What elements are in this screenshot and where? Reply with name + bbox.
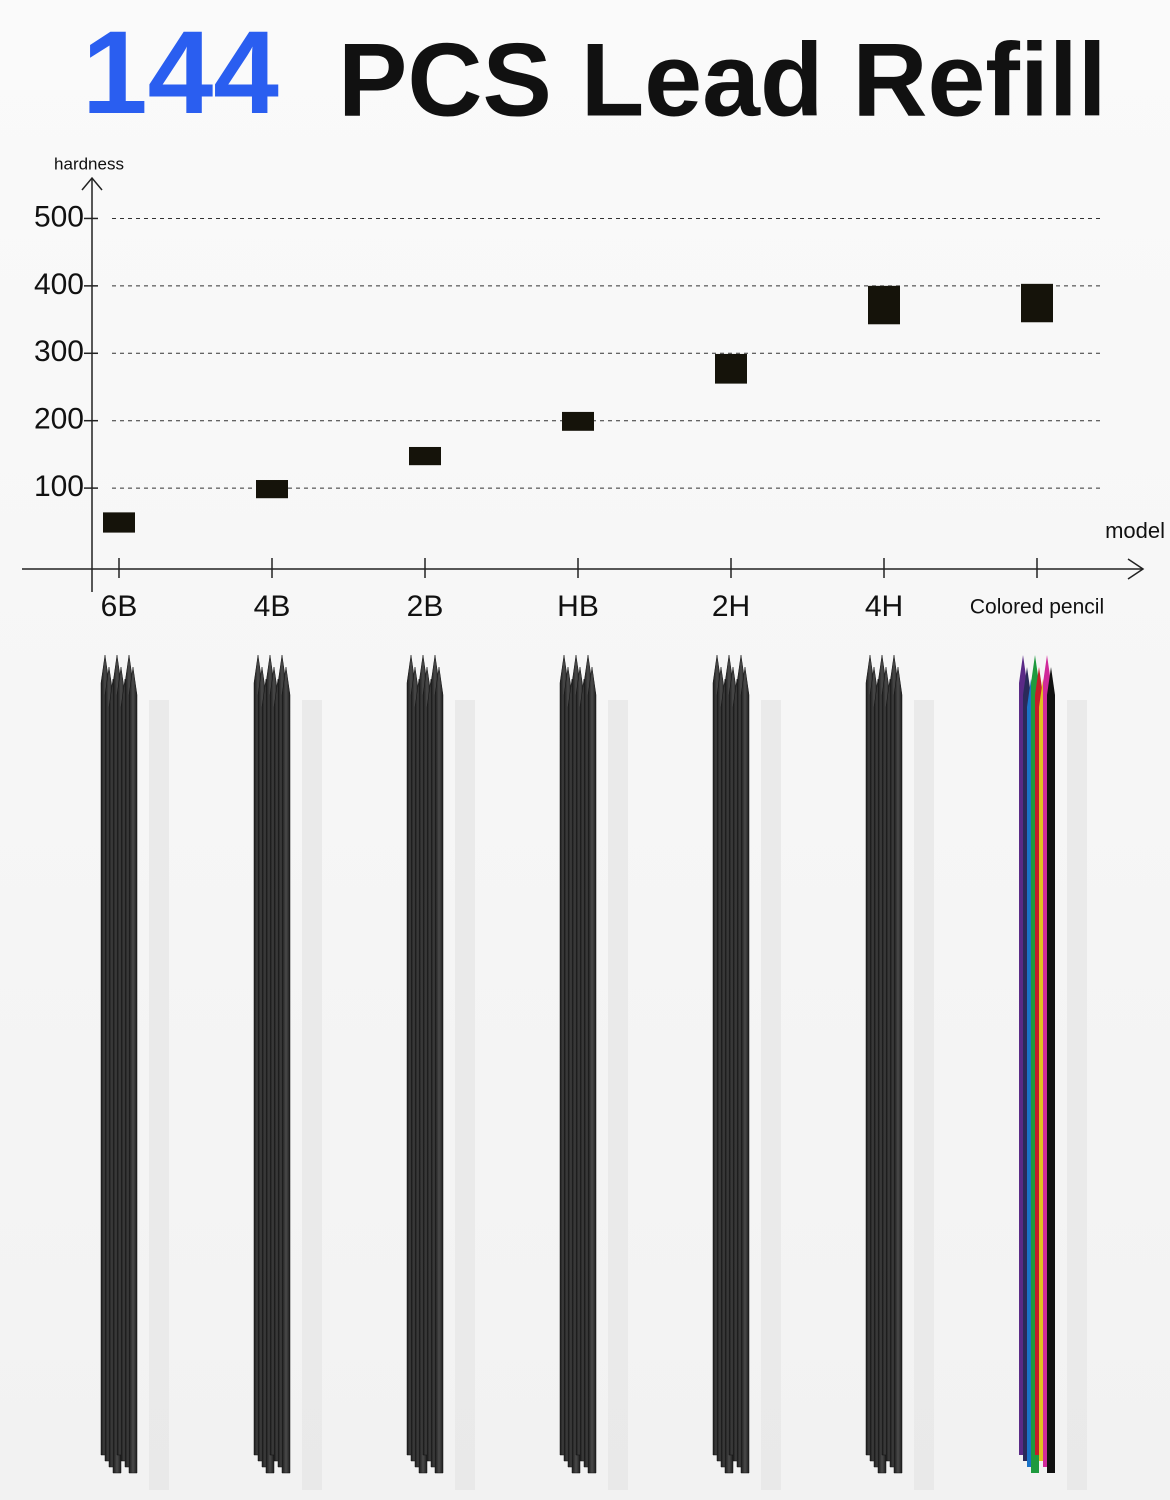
y-tick-label: 100 xyxy=(34,470,84,503)
range-box xyxy=(103,512,135,533)
bundle-shadow xyxy=(914,700,934,1490)
y-tick-label: 200 xyxy=(34,403,84,436)
axes xyxy=(22,176,1145,592)
lead-bundle xyxy=(100,654,169,1490)
bundle-shadow xyxy=(302,700,322,1490)
y-axis-arrow xyxy=(81,176,103,191)
lead-stick xyxy=(1047,667,1055,1473)
title-number: 144 xyxy=(82,7,279,139)
lead-bundle xyxy=(559,654,628,1490)
lead-bundle xyxy=(865,654,934,1490)
lead-stick xyxy=(281,666,291,1474)
lead-stick xyxy=(128,666,138,1474)
lead-stick xyxy=(893,666,903,1474)
lead-bundle xyxy=(253,654,322,1490)
range-box xyxy=(868,285,900,325)
lead-bundle xyxy=(406,654,475,1490)
range-box xyxy=(409,446,441,466)
x-tick-label: HB xyxy=(557,590,599,623)
lead-bundle xyxy=(1019,655,1087,1490)
range-box xyxy=(1021,283,1053,323)
x-tick-label: 4B xyxy=(254,590,291,623)
x-tick-label: 6B xyxy=(101,590,138,623)
lead-stick xyxy=(740,666,750,1474)
bundle-shadow xyxy=(455,700,475,1490)
x-axis-label: model xyxy=(1105,518,1165,543)
lead-bundle xyxy=(712,654,781,1490)
x-tick-label: 2H xyxy=(712,590,750,623)
x-tick-label: 4H xyxy=(865,590,903,623)
x-tick-label: 2B xyxy=(407,590,444,623)
x-axis-arrow xyxy=(1127,558,1145,580)
range-box xyxy=(715,353,747,384)
y-tick-label: 400 xyxy=(34,268,84,301)
range-box xyxy=(562,411,594,431)
bundle-shadow xyxy=(608,700,628,1490)
y-tick-label: 500 xyxy=(34,200,84,233)
lead-stick xyxy=(587,666,597,1474)
range-box xyxy=(256,480,288,499)
bundle-shadow xyxy=(149,700,169,1490)
bundle-shadow xyxy=(761,700,781,1490)
chart-title: PCS Lead Refill xyxy=(338,22,1107,138)
lead-stick xyxy=(434,666,444,1474)
bundle-shadow xyxy=(1067,700,1087,1490)
x-tick-label: Colored pencil xyxy=(970,596,1104,619)
y-tick-label: 300 xyxy=(34,335,84,368)
y-axis-label: hardness xyxy=(54,154,124,173)
